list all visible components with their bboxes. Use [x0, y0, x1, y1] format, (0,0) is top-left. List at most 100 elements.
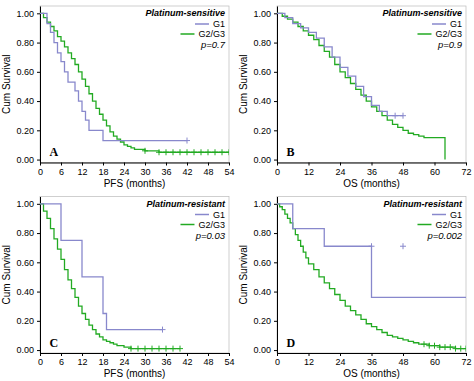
x-tick: 12	[304, 163, 314, 177]
x-tick-mark	[403, 353, 404, 356]
legend-label: G1	[213, 210, 225, 220]
panel-title: Platinum-sensitive	[145, 8, 225, 18]
x-tick-mark	[340, 163, 341, 166]
legend-entry: G2/G3	[180, 220, 225, 230]
y-tick-mark	[274, 160, 277, 161]
survival-curve	[277, 13, 445, 159]
y-tick: 0.80	[16, 38, 40, 48]
y-tick-mark	[274, 130, 277, 131]
x-tick-mark	[372, 163, 373, 166]
x-tick-label: 12	[77, 167, 87, 177]
x-tick: 0	[38, 163, 43, 177]
x-tick-mark	[145, 163, 146, 166]
x-axis-title: OS (months)	[343, 368, 400, 379]
y-tick-mark	[37, 321, 40, 322]
x-tick-label: 0	[275, 357, 280, 367]
x-tick-mark	[372, 353, 373, 356]
legend-swatch	[432, 23, 446, 25]
y-tick-mark	[274, 43, 277, 44]
y-tick: 0.40	[16, 96, 40, 106]
x-tick: 6	[59, 353, 64, 367]
censor-mark	[184, 149, 190, 155]
x-tick-mark	[187, 163, 188, 166]
y-axis: 0.000.200.400.600.801.00	[16, 7, 40, 165]
y-tick-mark	[274, 13, 277, 14]
x-tick-label: 48	[398, 357, 408, 367]
legend-swatch	[432, 214, 446, 216]
survival-curve	[40, 13, 187, 140]
censor-mark	[135, 346, 141, 352]
censor-mark	[156, 149, 162, 155]
survival-curve	[40, 13, 229, 152]
y-tick-mark	[37, 292, 40, 293]
x-tick: 24	[335, 353, 345, 367]
y-tick: 0.60	[16, 67, 40, 77]
legend-label: G2/G3	[435, 220, 462, 230]
x-tick-label: 54	[224, 167, 234, 177]
x-tick: 0	[275, 163, 280, 177]
x-tick-label: 24	[119, 167, 129, 177]
censor-mark	[392, 113, 398, 119]
survival-curve	[277, 204, 466, 298]
legend-swatch	[195, 23, 209, 25]
censor-mark	[128, 346, 134, 352]
x-axis-title: PFS (months)	[104, 368, 166, 379]
panel: 0612182430364248540.000.200.400.600.801.…	[1, 197, 235, 380]
x-tick-label: 48	[203, 357, 213, 367]
censor-mark	[163, 149, 169, 155]
censor-mark	[163, 346, 169, 352]
x-tick-label: 36	[367, 167, 377, 177]
panel-label: B	[286, 145, 294, 159]
y-tick: 1.00	[253, 199, 277, 209]
x-tick-mark	[340, 353, 341, 356]
x-tick-label: 42	[182, 357, 192, 367]
x-tick: 12	[304, 353, 314, 367]
x-tick-mark	[103, 353, 104, 356]
plot-frame	[40, 6, 229, 163]
plot-area	[40, 13, 229, 155]
x-tick-mark	[435, 353, 436, 356]
p-value: p=0.9	[437, 39, 463, 50]
survival-curve	[277, 204, 466, 349]
x-tick-mark	[309, 353, 310, 356]
x-tick: 72	[461, 353, 471, 367]
censor-mark	[205, 149, 211, 155]
y-axis-title: Cum Survival	[238, 55, 249, 114]
x-tick: 24	[119, 163, 129, 177]
censor-mark	[170, 149, 176, 155]
x-tick-mark	[208, 163, 209, 166]
y-tick-mark	[37, 262, 40, 263]
legend-entry: G2/G3	[417, 29, 462, 39]
censor-mark	[170, 346, 176, 352]
y-tick: 1.00	[16, 199, 40, 209]
x-tick-mark	[166, 163, 167, 166]
x-axis-title: PFS (months)	[104, 178, 166, 189]
x-tick: 48	[203, 353, 213, 367]
censor-mark	[160, 327, 166, 333]
x-tick-mark	[61, 163, 62, 166]
y-tick-label: 0.00	[16, 345, 34, 355]
y-tick-mark	[274, 204, 277, 205]
y-tick-mark	[37, 350, 40, 351]
x-tick-label: 0	[38, 357, 43, 367]
x-tick-label: 0	[38, 167, 43, 177]
y-tick: 0.60	[253, 67, 277, 77]
y-tick-label: 0.40	[16, 287, 34, 297]
censor-mark	[437, 344, 443, 350]
x-tick: 30	[140, 353, 150, 367]
panel: 01224364860720.000.200.400.600.801.00OS …	[238, 6, 472, 189]
legend: G1G2/G3	[417, 19, 462, 39]
x-tick: 12	[77, 353, 87, 367]
y-tick: 0.80	[253, 228, 277, 238]
y-axis-title: Cum Survival	[238, 245, 249, 304]
legend-label: G2/G3	[198, 220, 225, 230]
x-tick: 18	[98, 353, 108, 367]
panel-title: Platinum-resistant	[146, 199, 226, 209]
y-tick-label: 0.80	[253, 38, 271, 48]
x-tick-label: 30	[140, 357, 150, 367]
y-tick-mark	[274, 292, 277, 293]
censor-mark	[426, 343, 432, 349]
y-tick-label: 0.60	[16, 258, 34, 268]
x-tick-mark	[309, 163, 310, 166]
survival-curve	[40, 204, 180, 349]
